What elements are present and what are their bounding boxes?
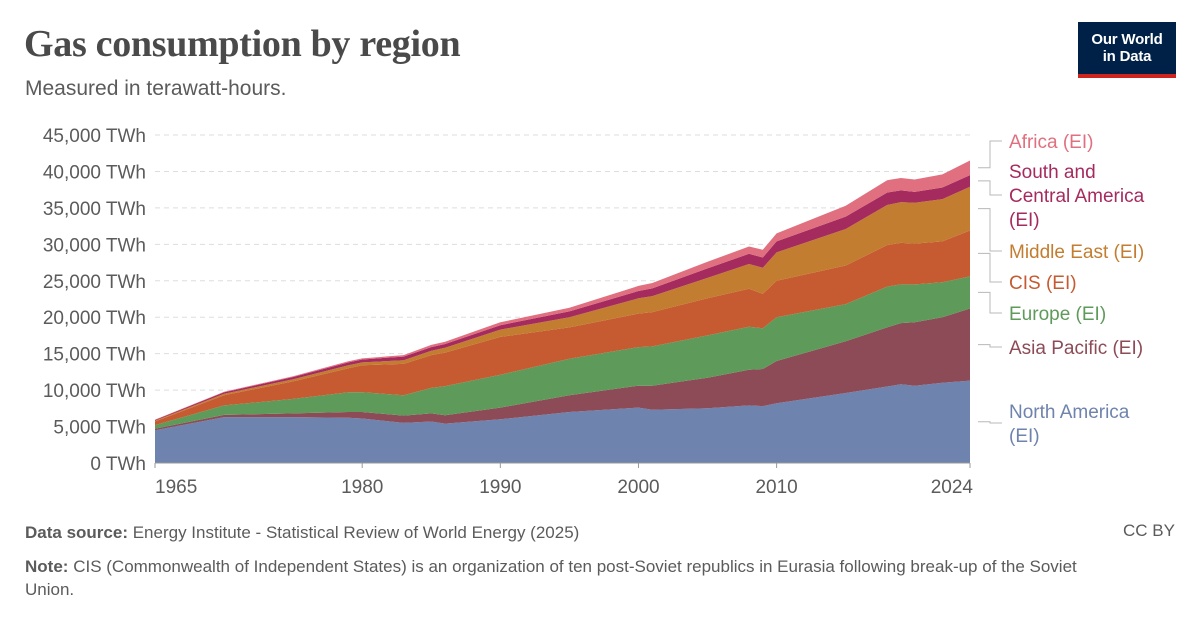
legend-label-north-america[interactable]: North America (EI) [1009,402,1130,447]
legend-label-line: (EI) [1009,426,1040,447]
x-axis: 1965 1980 1990 2000 2010 2024 [154,462,974,498]
legend: North America (EI) Asia Pacific (EI) Europe… [978,132,1145,447]
series-areas [155,160,970,463]
legend-connector [978,252,1002,283]
area-africa[interactable] [155,160,970,421]
y-tick-label: 20,000 TWh [43,308,146,329]
y-tick-label: 10,000 TWh [43,381,146,402]
chart-subtitle: Measured in terawatt-hours. [25,77,287,100]
legend-label-line: South and [1009,162,1096,183]
x-tick-label: 2024 [931,477,974,498]
legend-label-cis[interactable]: CIS (EI) [1009,273,1077,294]
owid-logo[interactable]: Our World in Data [1078,22,1176,78]
area-cis[interactable] [155,230,970,426]
legend-label-europe[interactable]: Europe (EI) [1009,304,1106,325]
note-label: Note: [25,557,69,576]
x-tick-label: 1980 [341,477,383,498]
data-source: Data source: Energy Institute - Statisti… [25,521,579,544]
source-label: Data source: [25,523,128,542]
y-tick-label: 30,000 TWh [43,235,146,256]
y-tick-label: 5,000 TWh [53,418,146,439]
legend-label-line: North America [1009,402,1130,423]
legend-connector [978,208,1002,252]
stacked-area-chart: 0 TWh 5,000 TWh 10,000 TWh 15,000 TWh 20,000… [43,126,1145,498]
x-tick-label: 2000 [617,477,659,498]
legend-label-asia-pacific[interactable]: Asia Pacific (EI) [1009,338,1143,359]
area-asia-pacific[interactable] [155,308,970,431]
legend-connector [978,180,1002,196]
legend-label-line: Africa (EI) [1009,132,1093,153]
x-tick-label: 2010 [755,477,797,498]
legend-connector [978,421,1002,424]
legend-label-middle-east[interactable]: Middle East (EI) [1009,242,1144,263]
note-text: CIS (Commonwealth of Independent States)… [25,557,1077,599]
legend-connector [978,291,1002,314]
logo-line-2: in Data [1102,48,1152,65]
y-axis: 0 TWh 5,000 TWh 10,000 TWh 15,000 TWh 20,000… [43,126,146,475]
chart-title: Gas consumption by region [24,23,461,65]
y-tick-label: 40,000 TWh [43,162,146,183]
legend-connector [978,344,1002,348]
x-tick-label: 1990 [479,477,521,498]
legend-label-africa[interactable]: Africa (EI) [1009,132,1093,153]
logo-line-1: Our World [1091,31,1163,48]
area-europe[interactable] [155,276,970,429]
legend-label-line: Europe (EI) [1009,304,1106,325]
legend-label-line: Asia Pacific (EI) [1009,338,1143,359]
legend-label-line: Central America [1009,186,1145,207]
area-middle-east[interactable] [155,186,970,422]
legend-label-line: Middle East (EI) [1009,242,1144,263]
y-tick-label: 45,000 TWh [43,126,146,147]
chart-note: Note: CIS (Commonwealth of Independent S… [25,555,1105,601]
license-link[interactable]: CC BY [1123,521,1175,540]
legend-label-line: (EI) [1009,210,1040,231]
legend-connector [978,140,1002,169]
area-north-america[interactable] [155,380,970,463]
y-tick-label: 0 TWh [90,454,146,475]
legend-label-south-and-central-america[interactable]: South and Central America (EI) [1009,162,1145,231]
area-south-and-central-america[interactable] [155,175,970,421]
source-text[interactable]: Energy Institute - Statistical Review of… [132,523,580,542]
y-tick-label: 35,000 TWh [43,199,146,220]
y-tick-label: 15,000 TWh [43,345,146,366]
x-tick-label: 1965 [155,477,197,498]
legend-label-line: CIS (EI) [1009,273,1077,294]
y-tick-label: 25,000 TWh [43,272,146,293]
